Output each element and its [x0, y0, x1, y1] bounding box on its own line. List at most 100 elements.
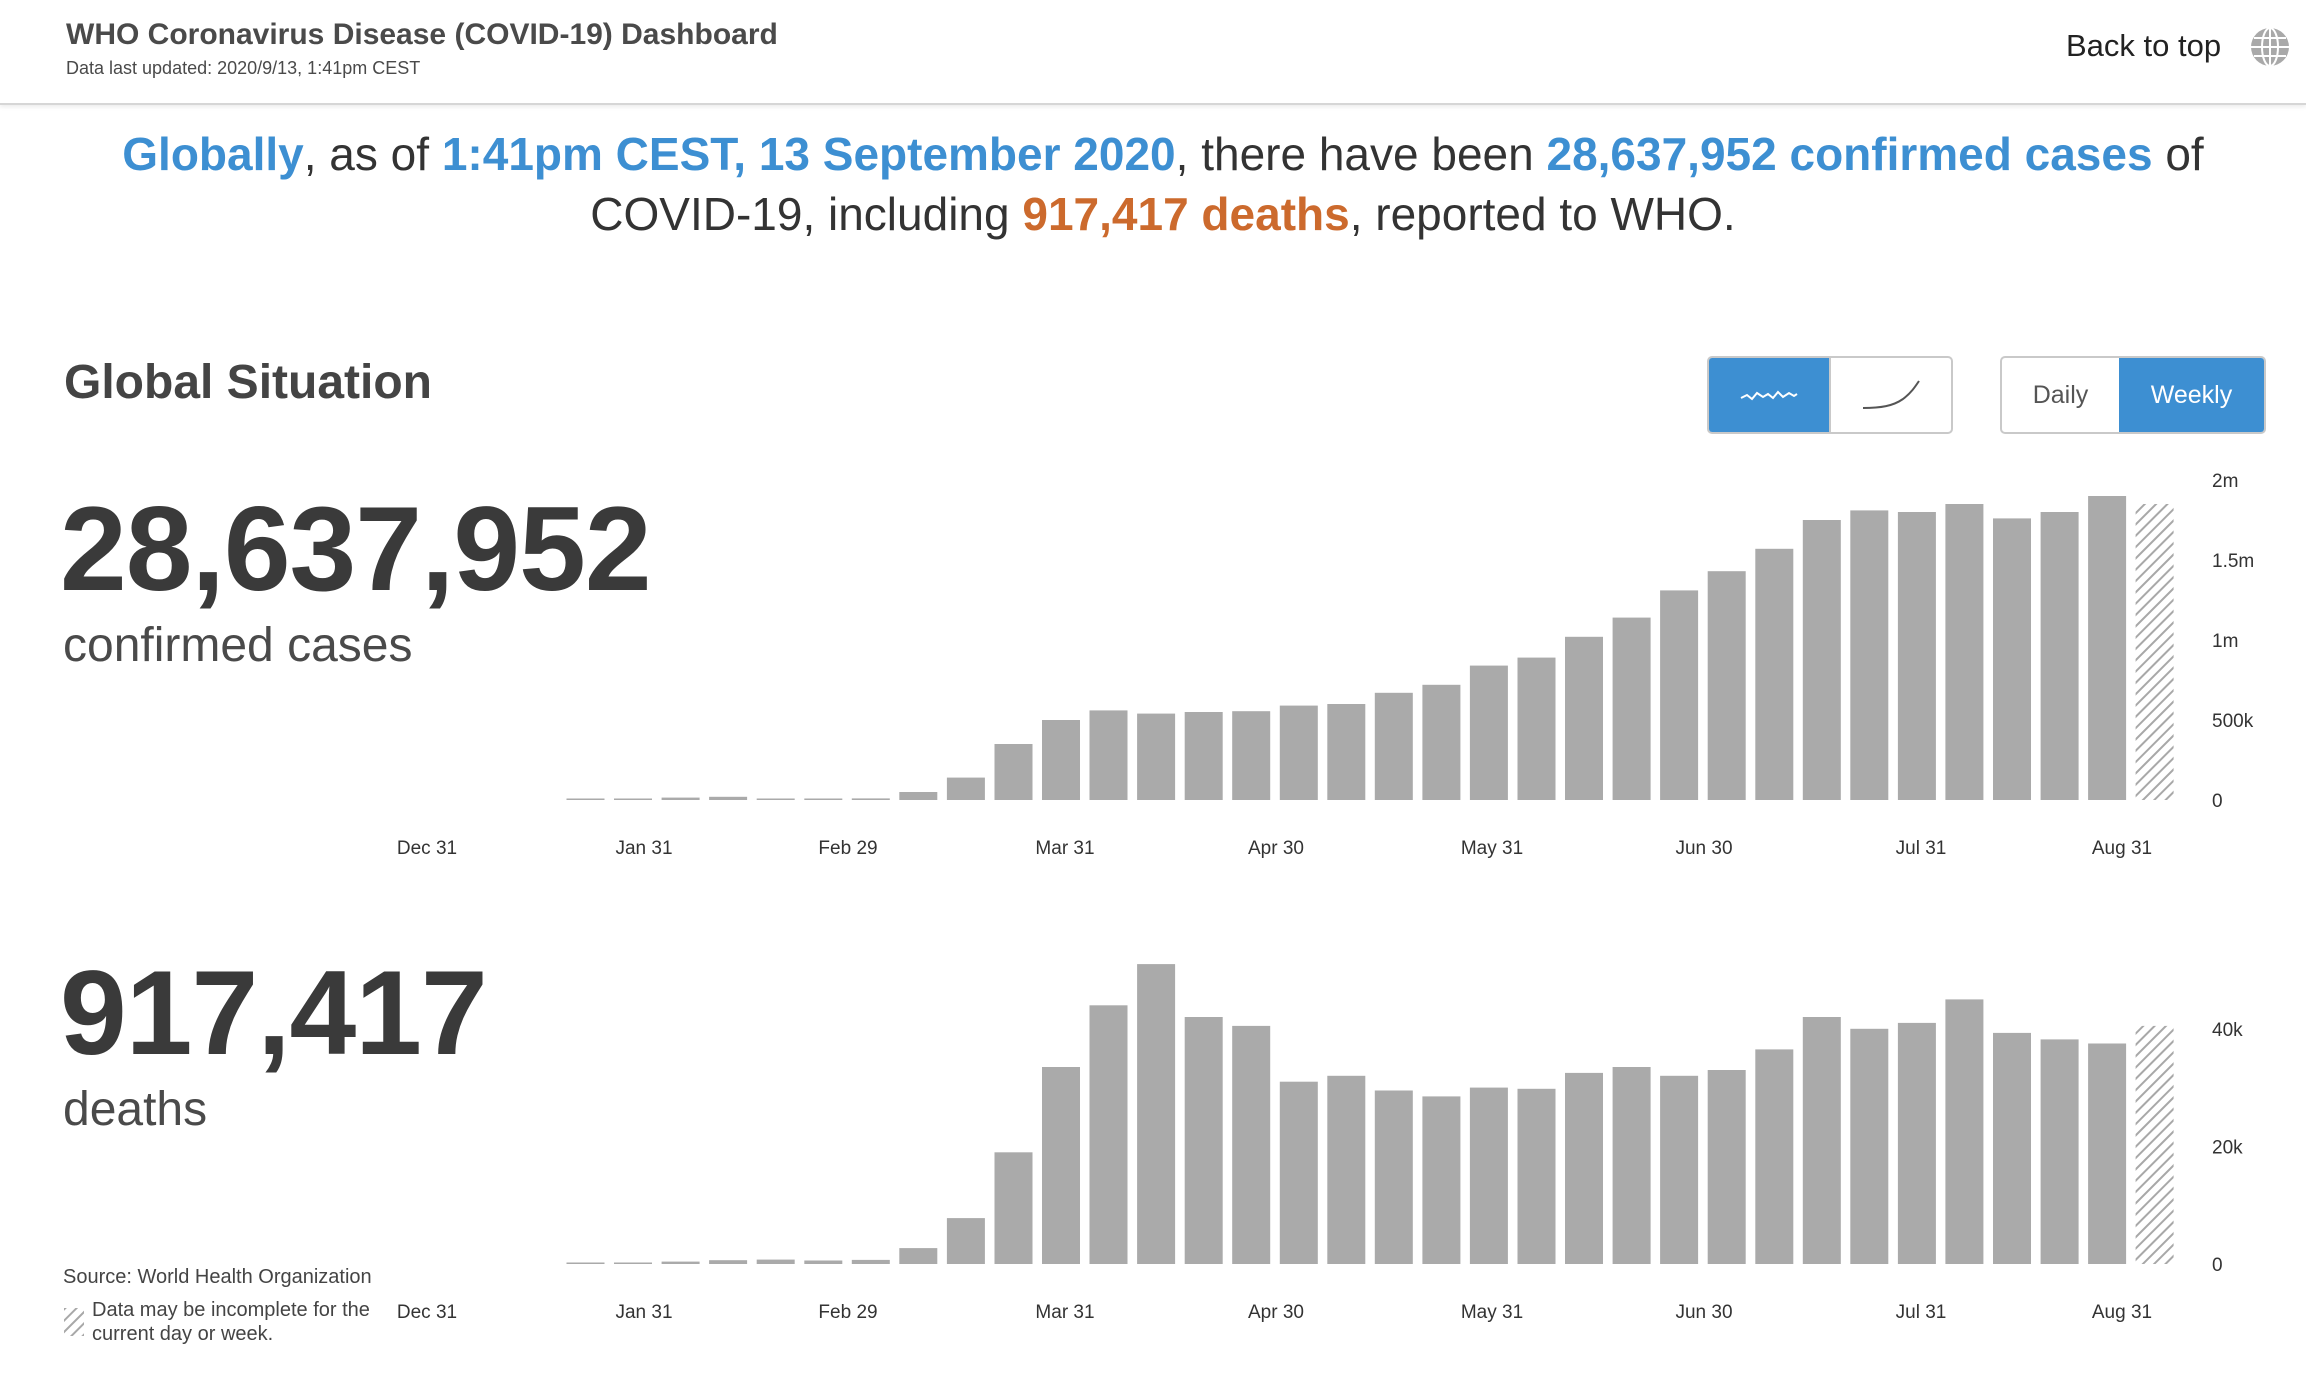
bar	[994, 744, 1033, 800]
globe-icon[interactable]	[2249, 26, 2291, 68]
weekly-button[interactable]: Weekly	[2119, 358, 2264, 432]
bar	[756, 1259, 795, 1264]
bar	[946, 777, 985, 800]
curve-line-icon	[1862, 380, 1920, 409]
x-tick-label: May 31	[1461, 838, 1523, 859]
incomplete-data-note: Data may be incomplete for the current d…	[92, 1299, 370, 1345]
x-tick-label: Jun 30	[1675, 1302, 1732, 1323]
cumulative-mode-button[interactable]	[1829, 358, 1951, 432]
bar	[661, 1261, 700, 1264]
headline-date: 1:41pm CEST, 13 September 2020	[441, 128, 1176, 180]
y-tick-label: 500k	[2212, 711, 2254, 732]
x-tick-label: Jul 31	[1896, 838, 1947, 859]
bar	[614, 1262, 652, 1264]
bar	[1517, 657, 1556, 800]
daily-button[interactable]: Daily	[2032, 380, 2089, 409]
bar	[1469, 665, 1508, 800]
bar	[709, 796, 748, 800]
x-tick-label: May 31	[1461, 1302, 1523, 1323]
bar	[946, 1218, 985, 1264]
x-tick-label: Feb 29	[818, 1302, 877, 1323]
x-tick-label: Dec 31	[397, 838, 457, 859]
bar	[1279, 1081, 1318, 1264]
bar	[1042, 1067, 1080, 1264]
y-tick-label: 2m	[2212, 471, 2238, 492]
y-tick-label: 0	[2212, 1255, 2223, 1276]
bar	[1279, 705, 1318, 800]
x-tick-label: Mar 31	[1035, 1302, 1094, 1323]
bar	[1089, 1005, 1128, 1264]
y-tick-label: 1m	[2212, 631, 2238, 652]
x-tick-label: Feb 29	[818, 838, 877, 859]
bar	[804, 1260, 843, 1264]
x-tick-label: Jul 31	[1896, 1302, 1947, 1323]
bar	[1945, 999, 1984, 1264]
bar	[1802, 1017, 1841, 1264]
bar	[1897, 512, 1936, 800]
globally-link[interactable]: Globally	[122, 128, 304, 180]
bar	[1755, 548, 1794, 800]
bar	[1232, 1025, 1271, 1264]
x-tick-label: Aug 31	[2092, 838, 2152, 859]
bar	[1993, 1032, 2031, 1264]
x-tick-label: Dec 31	[397, 1302, 457, 1323]
bar	[1232, 711, 1271, 800]
bar	[1327, 704, 1366, 800]
bar-incomplete	[2135, 1025, 2174, 1264]
bar	[1517, 1088, 1556, 1264]
headline-text: of COVID-19, including	[590, 128, 2204, 240]
bar	[1755, 1049, 1794, 1264]
bar	[1945, 504, 1984, 800]
period-toggle: Daily Weekly	[2000, 356, 2266, 434]
x-tick-label: Apr 30	[1248, 1302, 1304, 1323]
bar	[1897, 1022, 1936, 1264]
incomplete-data-swatch	[64, 1308, 84, 1336]
y-tick-label: 40k	[2212, 1020, 2243, 1041]
bar-incomplete	[2135, 504, 2174, 800]
bar	[1042, 720, 1080, 800]
bar	[899, 792, 938, 800]
bar	[1565, 1072, 1603, 1264]
deaths-total: 917,417	[60, 946, 488, 1080]
bar	[851, 798, 890, 800]
y-tick-label: 0	[2212, 791, 2223, 812]
bar	[899, 1248, 938, 1264]
bar	[1850, 510, 1889, 800]
bar	[614, 798, 652, 800]
bar	[851, 1259, 890, 1264]
bar	[1422, 1096, 1461, 1264]
app-title: WHO Coronavirus Disease (COVID-19) Dashb…	[66, 18, 778, 51]
headline-text: , reported to WHO.	[1349, 188, 1736, 240]
last-updated-text: Data last updated: 2020/9/13, 1:41pm CES…	[66, 58, 421, 78]
cases-total: 28,637,952	[60, 482, 652, 616]
new-cases-mode-button[interactable]	[1709, 358, 1829, 432]
deaths-chart: Dec 31 Jan 31 Feb 29 Mar 31 Apr 30 May 31 Jun …	[397, 964, 2243, 1323]
back-to-top-link[interactable]: Back to top	[2066, 28, 2222, 63]
deaths-label: deaths	[63, 1083, 208, 1136]
headline-text: , as of	[303, 128, 442, 180]
chart-mode-toggle	[1707, 356, 1953, 434]
x-tick-label: Mar 31	[1035, 838, 1094, 859]
x-tick-label: Apr 30	[1248, 838, 1304, 859]
bar	[1707, 571, 1746, 800]
bar	[1850, 1028, 1889, 1264]
bar	[1660, 1075, 1699, 1264]
global-summary-headline: Globally, as of 1:41pm CEST, 13 Septembe…	[80, 124, 2246, 244]
bar	[1374, 1090, 1413, 1264]
x-tick-label: Jan 31	[615, 1302, 672, 1323]
bar	[1612, 1067, 1651, 1264]
x-tick-label: Jun 30	[1675, 838, 1732, 859]
bar	[2088, 496, 2127, 800]
bar	[1422, 684, 1461, 800]
top-header: WHO Coronavirus Disease (COVID-19) Dashb…	[0, 0, 2306, 105]
bar	[566, 1262, 605, 1264]
bar	[1469, 1087, 1508, 1264]
headline-cases: 28,637,952 confirmed cases	[1546, 128, 2153, 180]
cases-chart: Dec 31 Jan 31 Feb 29 Mar 31 Apr 30 May 31 Jun …	[397, 471, 2254, 859]
bar	[1184, 1017, 1223, 1264]
headline-text: , there have been	[1175, 128, 1547, 180]
y-tick-label: 20k	[2212, 1137, 2243, 1158]
bar	[1089, 710, 1128, 800]
x-tick-label: Aug 31	[2092, 1302, 2152, 1323]
